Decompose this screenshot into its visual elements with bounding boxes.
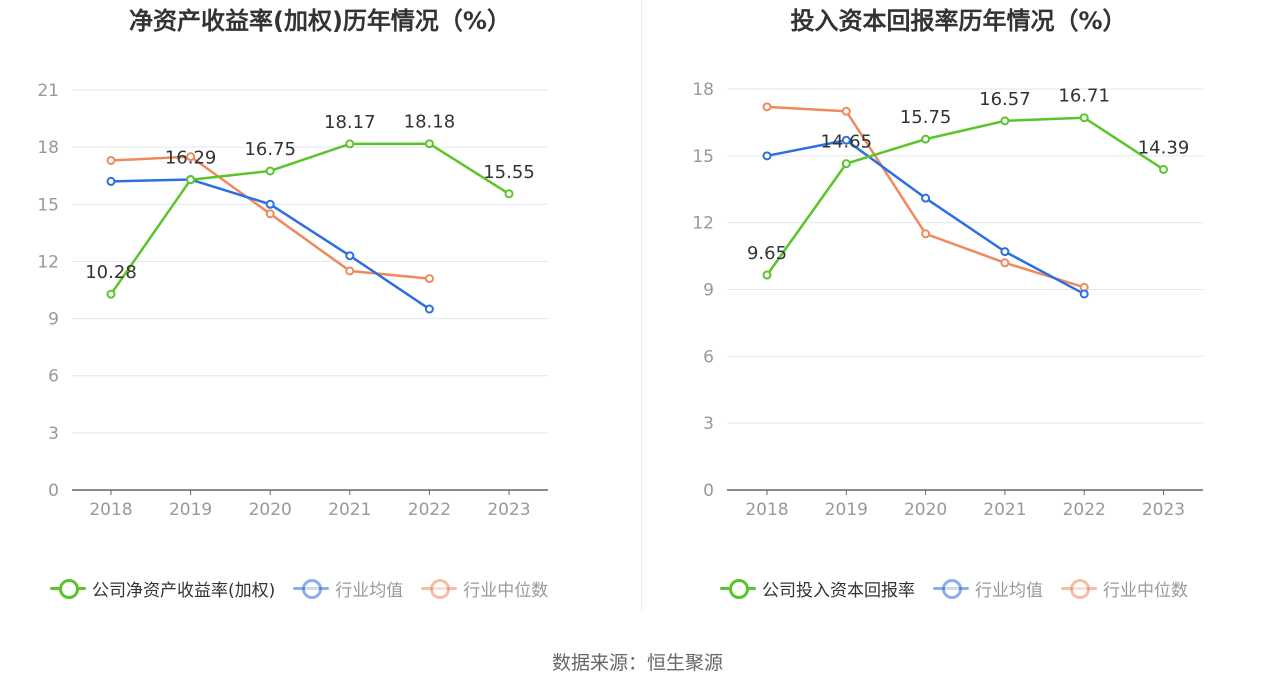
y-tick-label-roic: 15 (692, 147, 714, 167)
data-point-industry_avg-roic (1000, 247, 1010, 257)
legend-industry-median-marker (1061, 578, 1097, 599)
data-point-industry_median-roe (265, 209, 275, 219)
data-label-roic: 16.71 (1058, 86, 1110, 107)
data-source-note: 数据来源：恒生聚源 (551, 652, 723, 674)
legend-roe: 公司净资产收益率(加权) 行业均值 行业中位数 (50, 575, 548, 601)
data-point-company-roe (424, 139, 434, 149)
data-point-industry_median-roe (106, 155, 116, 165)
legend-item-industry-avg-roe[interactable]: 行业均值 (293, 576, 403, 601)
legend-label-company-roe: 公司净资产收益率(加权) (92, 580, 276, 601)
y-tick-label-roe: 9 (48, 310, 59, 330)
series-line-industry_avg-roic (766, 138, 1085, 296)
data-point-company-roe (345, 139, 355, 149)
y-tick-label-roic: 6 (703, 347, 714, 367)
y-tick-label-roic: 0 (703, 481, 714, 501)
data-point-company-roic (841, 159, 851, 169)
data-point-industry_avg-roic (841, 135, 851, 145)
data-point-industry_median-roic (921, 229, 931, 239)
data-label-roe: 16.75 (244, 139, 296, 160)
data-point-company-roe (106, 289, 116, 299)
y-tick-label-roe: 3 (48, 424, 59, 444)
x-tick-label-roe: 2021 (328, 500, 371, 520)
legend-company-marker (50, 578, 86, 599)
panel-divider (641, 0, 642, 612)
data-label-roic: 15.75 (900, 107, 952, 128)
data-label-roe: 18.18 (404, 112, 456, 133)
legend-item-industry-avg-roic[interactable]: 行业均值 (933, 576, 1043, 601)
data-point-industry_avg-roe (424, 304, 434, 314)
series-line-company-roic (765, 116, 1165, 276)
y-tick-label-roe: 0 (48, 481, 59, 501)
data-label-roe: 10.28 (85, 262, 137, 283)
y-tick-label-roe: 15 (37, 195, 59, 215)
legend-item-industry-median-roe[interactable]: 行业中位数 (421, 576, 548, 601)
series-line-company-roe (109, 142, 510, 295)
legend-item-company-roe[interactable]: 公司净资产收益率(加权) (50, 576, 275, 601)
data-point-industry_avg-roic (921, 193, 931, 203)
legend-company-marker (720, 578, 756, 599)
y-tick-label-roe: 21 (37, 81, 59, 101)
data-point-industry_median-roe (345, 266, 355, 276)
y-tick-label-roe: 12 (37, 252, 59, 272)
chart-roe: 0 3 6 9 12 15 18 21 2018 2019 2020 2021 2022 2023 10.2… (37, 81, 548, 520)
legend-label-industry-median-roic: 行业中位数 (1103, 580, 1188, 601)
data-point-company-roe (265, 166, 275, 176)
legend-label-company-roic: 公司投入资本回报率 (762, 580, 915, 601)
data-point-industry_median-roic (762, 102, 772, 112)
data-label-roic: 14.65 (821, 132, 873, 153)
data-point-company-roe (186, 175, 196, 185)
data-point-company-roic (1000, 116, 1010, 126)
x-tick-label-roic: 2023 (1142, 500, 1185, 520)
legend-item-industry-median-roic[interactable]: 行业中位数 (1061, 576, 1188, 601)
legend-label-industry-avg-roe: 行业均值 (335, 580, 404, 601)
data-label-roe: 16.29 (165, 148, 217, 169)
legend-industry-avg-marker (933, 578, 969, 599)
x-tick-label-roic: 2020 (904, 500, 947, 520)
x-tick-label-roe: 2020 (249, 500, 292, 520)
legend-industry-avg-marker (293, 578, 330, 599)
data-point-industry_median-roe (424, 274, 434, 284)
legend-item-company-roic[interactable]: 公司投入资本回报率 (720, 576, 915, 601)
x-tick-label-roe: 2018 (89, 500, 132, 520)
data-label-roic: 16.57 (979, 89, 1031, 110)
x-tick-label-roe: 2023 (487, 500, 530, 520)
x-tick-label-roe: 2019 (169, 500, 212, 520)
legend-label-industry-avg-roic: 行业均值 (975, 580, 1043, 601)
data-label-roic: 9.65 (747, 243, 787, 264)
y-tick-label-roe: 18 (37, 138, 59, 158)
data-point-industry_median-roe (186, 152, 196, 162)
y-tick-label-roic: 9 (703, 281, 714, 301)
chart-title-roic: 投入资本回报率历年情况（%） (790, 7, 1127, 35)
x-tick-label-roic: 2021 (983, 500, 1026, 520)
y-tick-label-roic: 3 (703, 414, 714, 434)
data-point-company-roic (1159, 164, 1168, 174)
data-point-company-roic (762, 270, 772, 280)
y-tick-label-roe: 6 (48, 367, 59, 387)
data-point-company-roic (1079, 113, 1089, 123)
x-tick-label-roic: 2022 (1063, 500, 1106, 520)
data-point-industry_avg-roe (345, 251, 355, 261)
data-point-industry_avg-roe (106, 176, 116, 186)
data-point-industry_median-roic (1000, 258, 1010, 268)
y-tick-label-roic: 12 (692, 214, 714, 234)
data-point-company-roic (921, 134, 931, 144)
x-tick-label-roe: 2022 (408, 500, 451, 520)
data-point-industry_median-roic (841, 106, 851, 116)
chart-title-roe: 净资产收益率(加权)历年情况（%） (129, 7, 511, 35)
chart-roic: 0 3 6 9 12 15 18 2018 2019 2020 2021 2022 2023 9.65 14… (692, 80, 1203, 520)
data-label-roe: 18.17 (324, 112, 376, 133)
legend-industry-median-marker (421, 578, 458, 599)
legend-label-industry-median-roe: 行业中位数 (463, 580, 549, 601)
data-label-roe: 15.55 (483, 162, 535, 183)
data-label-roic: 14.39 (1138, 137, 1190, 158)
data-point-industry_avg-roic (1079, 289, 1089, 299)
y-tick-label-roic: 18 (692, 80, 714, 100)
legend-roic: 公司投入资本回报率 行业均值 行业中位数 (720, 575, 1188, 601)
x-tick-label-roic: 2019 (825, 500, 868, 520)
data-point-industry_avg-roic (762, 151, 772, 161)
data-point-company-roe (504, 189, 514, 199)
data-point-industry_avg-roe (265, 199, 275, 209)
x-tick-label-roic: 2018 (745, 500, 788, 520)
